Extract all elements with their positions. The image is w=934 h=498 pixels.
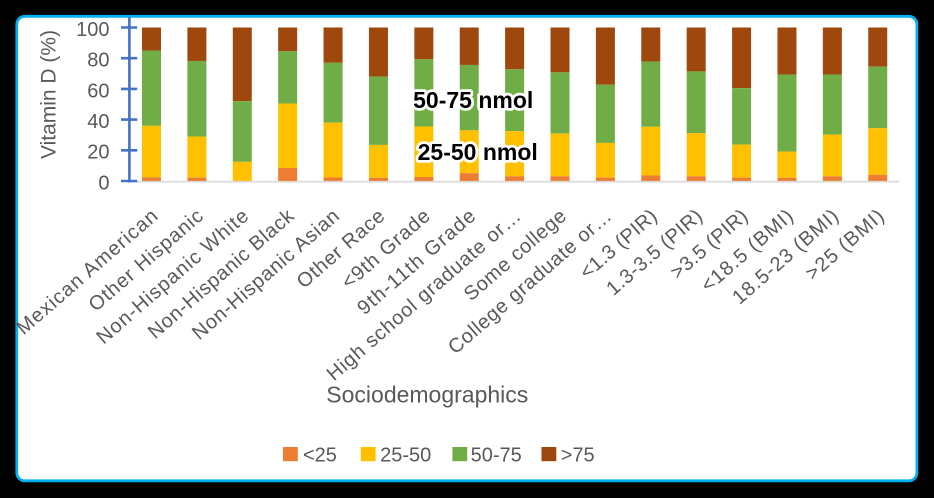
svg-text:80: 80 <box>87 50 109 72</box>
svg-text:0: 0 <box>98 172 109 194</box>
svg-text:60: 60 <box>87 80 109 102</box>
svg-text:<25: <25 <box>303 445 337 467</box>
svg-text:Sociodemographics: Sociodemographics <box>326 382 528 408</box>
svg-text:20: 20 <box>87 142 109 164</box>
svg-text:Vitamin D (%): Vitamin D (%) <box>37 30 60 159</box>
svg-text:25-50: 25-50 <box>380 445 431 467</box>
svg-text:100: 100 <box>76 19 109 41</box>
svg-text:25-50 nmol: 25-50 nmol <box>418 139 538 165</box>
svg-text:40: 40 <box>87 111 109 133</box>
svg-text:50-75 nmol: 50-75 nmol <box>413 87 533 113</box>
svg-text:>75: >75 <box>561 445 595 467</box>
svg-text:50-75: 50-75 <box>471 445 522 467</box>
